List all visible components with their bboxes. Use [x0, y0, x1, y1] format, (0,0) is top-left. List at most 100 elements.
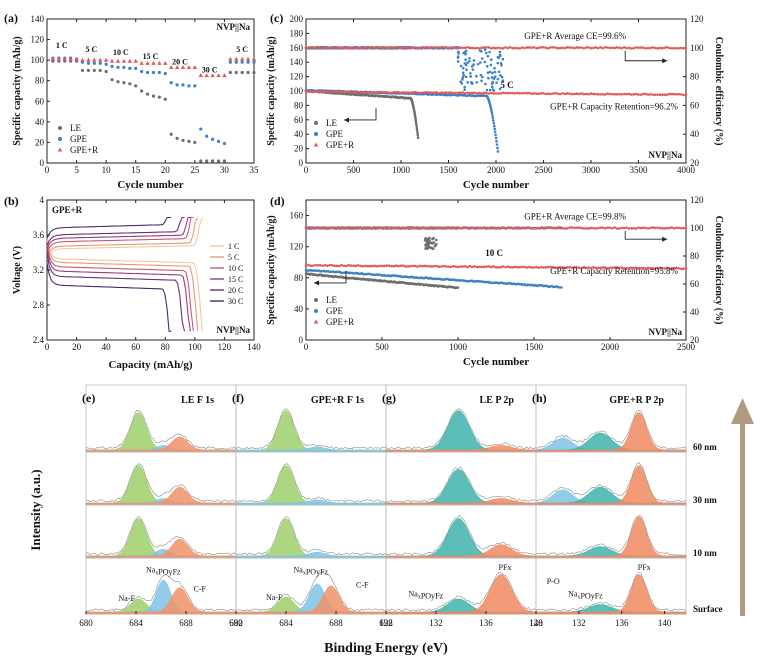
capacity-point-gpe-rr	[573, 92, 576, 96]
ce-point-gpe-rr	[440, 46, 443, 49]
data-point-gpe	[246, 60, 250, 64]
ce-scatter-point	[426, 247, 429, 250]
capacity-point-gpe-rr	[551, 266, 555, 269]
fitted-peak	[535, 516, 687, 559]
legend-marker	[313, 319, 319, 324]
capacity-point-gpe-rr	[546, 92, 550, 96]
x-tick-label: 3500	[630, 165, 649, 175]
legend-entry: 15 C	[228, 275, 243, 284]
ce-point-gpe-rr	[487, 226, 491, 230]
ce-point-gpe-rr	[368, 46, 372, 50]
capacity-drop-point	[415, 129, 419, 132]
ce-point-gpe-rr	[679, 226, 683, 230]
ce-point-gpe-rr	[594, 46, 598, 49]
legend-entry: LE	[70, 123, 81, 133]
ce-scatter-point	[461, 66, 465, 70]
capacity-point-gpe-rr	[556, 92, 560, 95]
ce-point-gpe-rr	[603, 45, 607, 49]
ce-point-gpe-rr	[323, 47, 327, 50]
x-axis-label-a: Cycle number	[117, 179, 183, 191]
ce-scatter-point	[483, 48, 487, 51]
data-point-gpe-r	[204, 73, 209, 78]
ce-point-gpe-rr	[668, 226, 671, 230]
ce-point-gpe-rr	[511, 226, 514, 230]
ce-point-gpe-rr	[668, 46, 671, 50]
ce-point-gpe-rr	[613, 46, 617, 50]
ce-point-gpe-rr	[425, 226, 429, 230]
ce-point-gpe-rr	[399, 46, 403, 49]
ce-point-gpe-rr	[361, 46, 365, 49]
ce-point-gpe-rr	[513, 226, 517, 230]
capacity-point-gpe-rr	[368, 90, 372, 94]
capacity-point-gpe-rr	[603, 93, 607, 96]
ce-point-gpe-rr	[435, 46, 438, 50]
panel-a: 0 5 10 15 20 25 30 35 0 20 40 60 80 100 120 140 (a) NVP||…	[4, 11, 259, 191]
ce-point-gpe-rr	[364, 47, 367, 50]
y-tick-label: 40	[35, 117, 45, 127]
y-tick-label: 120	[31, 35, 45, 45]
ce-point-gpe-rr	[473, 46, 476, 50]
peak-label: NaxPOyFz	[146, 566, 181, 577]
ce-scatter-point	[496, 61, 500, 65]
ce-scatter-point	[488, 50, 491, 54]
panel-label-g: (g)	[382, 391, 396, 405]
capacity-point-gpe-rr	[390, 91, 393, 94]
capacity-point-gpe-rr	[665, 266, 669, 270]
ce-point-gpe-rr	[644, 226, 647, 230]
y-tick-label: 180	[290, 28, 304, 38]
x-tick-label: 80	[161, 342, 171, 352]
capacity-point-gpe-rr	[316, 264, 320, 267]
data-point-gpe	[98, 61, 102, 65]
data-point-le	[205, 159, 209, 163]
y-tick-label: 100	[31, 55, 45, 65]
ce-point-gpe-rr	[580, 46, 583, 49]
capacity-point-gpe-rr	[544, 266, 548, 269]
capacity-drop-point	[416, 131, 419, 135]
y-tick-label: 80	[35, 76, 45, 86]
rate-label: 20 C	[172, 57, 188, 66]
ce-scatter-point	[424, 236, 427, 240]
data-point-gpe	[234, 60, 238, 64]
data-point-gpe-r	[157, 60, 162, 65]
ce-point-gpe-rr	[466, 46, 469, 49]
capacity-point-gpe-rr	[442, 91, 446, 95]
x-tick-label: 1500	[440, 165, 459, 175]
capacity-point-gpe-rr	[554, 266, 557, 269]
capacity-point-gpe-rr	[518, 92, 522, 95]
legend-entry: 20 C	[228, 286, 243, 295]
ce-point-gpe-rr	[630, 47, 633, 50]
data-point-le	[145, 92, 150, 96]
x-tick-label: 1000	[392, 165, 411, 175]
capacity-point-gpe-rr	[532, 92, 536, 95]
capacity-point-gpe-rr	[565, 266, 569, 269]
raw-spectrum	[385, 572, 537, 612]
capacity-point-gpe-rr	[516, 265, 519, 269]
y-tick-label: 80	[294, 273, 304, 283]
ce-point-gpe-rr	[494, 46, 498, 50]
capacity-point-gpe-rr	[480, 92, 484, 95]
capacity-point-gpe-rr	[599, 266, 602, 270]
ce-point-gpe-rr	[304, 46, 308, 50]
ce-point-gpe-rr	[349, 46, 353, 50]
capacity-drop-point	[492, 124, 496, 128]
data-point-gpe-r	[74, 56, 79, 61]
ce-point-gpe-rr	[421, 46, 424, 49]
capacity-point-gpe-rr	[318, 263, 322, 267]
capacity-point-gpe-rr	[328, 263, 332, 267]
capacity-point-gpe-rr	[527, 265, 531, 269]
xps-section: Intensity (a.u.) Binding Energy (eV) 60 nm…	[28, 384, 754, 656]
fitted-peak	[85, 436, 237, 453]
capacity-point-gpe-rr	[651, 93, 655, 96]
ce-point-gpe-rr	[463, 226, 467, 229]
data-point-gpe-r	[186, 64, 192, 69]
capacity-point-gpe-rr	[421, 264, 424, 268]
fitted-peak	[85, 486, 237, 506]
capacity-point-gpe-rr	[639, 93, 643, 96]
capacity-drop-point	[495, 139, 498, 143]
ce-point-gpe-rr	[307, 227, 310, 230]
ce-scatter-point	[493, 66, 496, 70]
capacity-point-gpe-rr	[485, 91, 488, 95]
data-point-gpe	[104, 62, 108, 66]
capacity-point-gpe-rr	[492, 92, 495, 95]
ce-scatter-point	[498, 50, 502, 54]
